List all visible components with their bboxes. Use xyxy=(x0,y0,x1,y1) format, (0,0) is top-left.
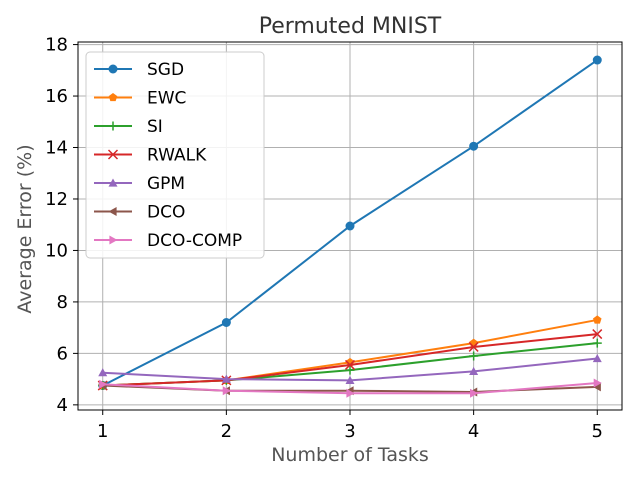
data-point-rwalk xyxy=(344,359,356,370)
data-point-dco-comp xyxy=(593,378,602,388)
legend-marker-gpm xyxy=(108,178,118,187)
y-tick-label: 16 xyxy=(45,86,68,107)
data-point-sgd xyxy=(469,141,479,151)
y-tick-label: 14 xyxy=(45,138,68,159)
x-tick-label: 3 xyxy=(344,421,355,442)
data-point-sgd xyxy=(221,318,231,328)
legend-label-sgd: SGD xyxy=(147,60,184,80)
data-point-dco-comp xyxy=(470,388,479,398)
legend-item-rwalk: RWALK xyxy=(94,146,207,166)
x-axis-label: Number of Tasks xyxy=(271,444,429,466)
data-point-sgd xyxy=(592,55,602,65)
series-dco-comp xyxy=(99,378,602,398)
data-point-gpm xyxy=(345,375,355,385)
legend-item-si: SI xyxy=(94,117,163,137)
y-tick-label: 18 xyxy=(45,35,68,56)
legend-marker-dco xyxy=(108,207,117,216)
y-axis-label: Average Error (%) xyxy=(14,144,36,313)
y-tick-label: 12 xyxy=(45,189,68,210)
legend-marker-rwalk xyxy=(107,149,119,160)
legend-item-dco: DCO xyxy=(94,203,185,223)
legend-item-ewc: EWC xyxy=(94,89,186,109)
x-tick-label: 4 xyxy=(468,421,479,442)
data-point-sgd xyxy=(345,221,355,231)
legend-item-dco-comp: DCO-COMP xyxy=(94,231,242,251)
legend-item-sgd: SGD xyxy=(94,60,184,80)
y-tick-label: 4 xyxy=(57,395,68,416)
legend-label-dco-comp: DCO-COMP xyxy=(147,231,242,251)
data-point-dco-comp xyxy=(99,379,108,389)
legend-label-si: SI xyxy=(147,117,163,137)
series-rwalk xyxy=(97,329,603,391)
data-point-dco-comp xyxy=(222,386,231,396)
chart-title: Permuted MNIST xyxy=(259,14,442,39)
data-point-gpm xyxy=(469,366,479,375)
x-tick-label: 1 xyxy=(97,421,108,442)
legend-marker-si xyxy=(108,121,118,131)
legend: SGD EWC SI RWALK GPM DCO DCO-COMP xyxy=(85,51,265,259)
data-point-gpm xyxy=(98,368,108,377)
y-tick-label: 10 xyxy=(45,240,68,261)
data-point-rwalk xyxy=(592,329,603,340)
data-point-si xyxy=(592,338,602,348)
legend-item-gpm: GPM xyxy=(94,174,185,194)
data-point-rwalk xyxy=(468,341,479,352)
data-point-dco-comp xyxy=(346,388,355,398)
y-tick-label: 8 xyxy=(57,292,68,313)
legend-box xyxy=(85,51,265,259)
data-point-si xyxy=(345,365,355,375)
series-gpm xyxy=(98,354,602,385)
data-point-gpm xyxy=(221,374,231,383)
data-point-si xyxy=(469,351,479,361)
legend-marker-ewc xyxy=(108,93,118,102)
legend-label-ewc: EWC xyxy=(147,89,186,109)
legend-label-rwalk: RWALK xyxy=(147,146,207,166)
x-tick-label: 5 xyxy=(592,421,603,442)
legend-label-dco: DCO xyxy=(147,203,185,223)
y-tick-label: 6 xyxy=(57,343,68,364)
series-layer xyxy=(97,55,603,398)
data-point-gpm xyxy=(592,354,602,363)
legend-label-gpm: GPM xyxy=(147,174,185,194)
data-point-ewc xyxy=(592,315,602,324)
x-tick-label: 2 xyxy=(221,421,232,442)
data-point-ewc xyxy=(469,338,478,347)
series-sgd xyxy=(98,55,602,391)
legend-marker-sgd xyxy=(108,64,118,74)
legend-marker-dco-comp xyxy=(109,235,118,245)
